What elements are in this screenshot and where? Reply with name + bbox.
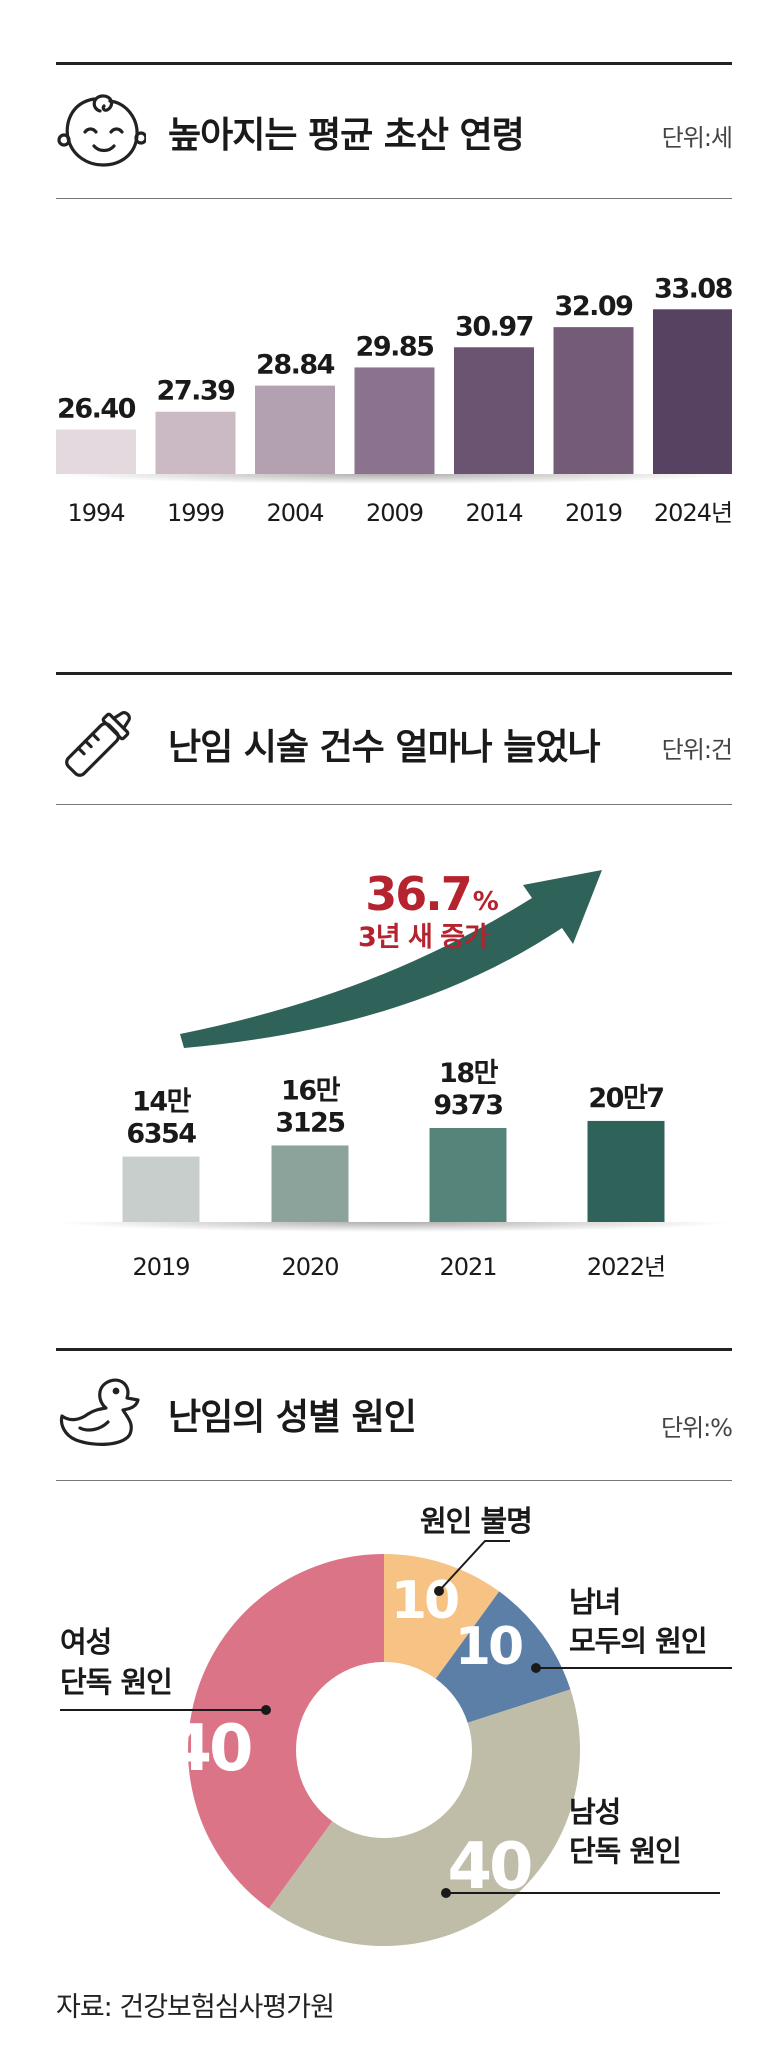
leader-dot (261, 1705, 271, 1715)
x-tick-label: 2004 (266, 499, 323, 527)
rubber-duck-icon (59, 1378, 140, 1446)
data-label: 32.09 (555, 291, 634, 322)
bar (155, 411, 236, 474)
baby-bottle-icon (65, 711, 131, 777)
bar (429, 1127, 507, 1222)
x-tick-label: 2020 (281, 1253, 338, 1281)
slice-value: 40 (167, 1712, 251, 1786)
bar (454, 347, 534, 474)
section-infertility-procedures: 난임 시술 건수 얼마나 늘었나 단위:건 36.7% 3년 새 증가 14만 635… (56, 672, 733, 1292)
leader-dot (531, 1663, 541, 1673)
section-first-birth-age: 높아지는 평균 초산 연령 단위:세 26.40 1994 27.39 1999 28.… (56, 62, 733, 562)
slice-label: 단독 원인 (60, 1665, 172, 1699)
slice-label: 모두의 원인 (569, 1624, 707, 1658)
source-note: 자료: 건강보험심사평가원 (56, 1992, 335, 2023)
donut-slice (435, 1591, 571, 1723)
unit-label: 단위:건 (661, 736, 733, 764)
data-label: 29.85 (356, 331, 434, 362)
bar (122, 1156, 200, 1222)
x-tick-label: 2022년 (587, 1253, 665, 1281)
data-label: 6354 (126, 1119, 196, 1150)
floor-shadow (56, 474, 732, 494)
section-top-rule (56, 1348, 732, 1351)
section-title: 높아지는 평균 초산 연령 (168, 115, 525, 156)
growth-value: 36.7% (365, 867, 499, 921)
slice-label: 남녀 (569, 1585, 620, 1619)
section-divider (56, 198, 732, 199)
bar (56, 429, 136, 474)
x-tick-label: 1999 (167, 499, 224, 527)
section-infertility-causes: 난임의 성별 원인 단위:% 10 10 40 40 원인 불명 남녀 모두의 원인 남성 단독… (56, 1348, 733, 1968)
data-label: 18만 (439, 1058, 499, 1089)
leader-line (438, 1540, 510, 1592)
donut-slice (187, 1554, 384, 1909)
x-tick-label: 1994 (67, 499, 124, 527)
slice-label: 단독 원인 (569, 1834, 681, 1868)
unit-label: 단위:% (660, 1414, 733, 1442)
bar (271, 1145, 349, 1222)
x-tick-label: 2021 (439, 1253, 496, 1281)
age-bar-chart: 26.40 1994 27.39 1999 28.84 2004 29.85 2009 30.9… (56, 273, 732, 527)
data-label: 33.08 (654, 273, 732, 304)
x-tick-label: 2014 (465, 499, 522, 527)
slice-label: 원인 불명 (420, 1504, 532, 1538)
bar (587, 1120, 665, 1222)
donut-slice (268, 1689, 580, 1946)
unit-label: 단위:세 (661, 124, 733, 152)
x-tick-label: 2019 (565, 499, 622, 527)
growth-label: 3년 새 증가 (358, 922, 489, 953)
data-label: 20만7 (588, 1083, 663, 1114)
section-top-rule (56, 62, 732, 65)
bar (553, 327, 634, 474)
data-label: 9373 (433, 1090, 502, 1121)
data-label: 14만 (132, 1087, 192, 1118)
data-label: 3125 (275, 1107, 344, 1138)
slice-value: 40 (447, 1830, 531, 1904)
bar (653, 309, 732, 474)
slice-label: 여성 (60, 1625, 111, 1659)
section-divider (56, 1480, 732, 1481)
section-top-rule (56, 672, 732, 675)
data-label: 26.40 (57, 394, 136, 425)
data-label: 16만 (281, 1075, 341, 1106)
section-title: 난임의 성별 원인 (168, 1397, 417, 1438)
data-label: 28.84 (256, 350, 335, 381)
leader-dot (441, 1888, 451, 1898)
leader-dot (434, 1586, 444, 1596)
data-label: 30.97 (455, 311, 533, 342)
section-title: 난임 시술 건수 얼마나 늘었나 (168, 727, 601, 768)
x-tick-label: 2024년 (654, 499, 732, 527)
x-tick-label: 2009 (366, 499, 423, 527)
slice-value: 10 (455, 1617, 522, 1677)
section-divider (56, 804, 732, 805)
donut-slice (384, 1554, 500, 1679)
bar (255, 385, 335, 474)
x-tick-label: 2019 (132, 1253, 189, 1281)
bar (354, 367, 435, 474)
floor-shadow (56, 1222, 732, 1242)
data-label: 27.39 (157, 376, 236, 407)
slice-label: 남성 (569, 1795, 620, 1829)
growth-arrow (180, 870, 602, 1048)
baby-face-icon (57, 94, 146, 167)
